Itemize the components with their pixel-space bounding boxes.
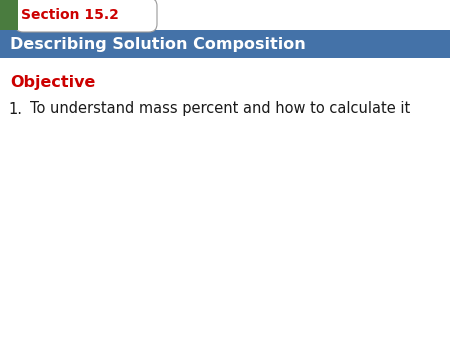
FancyBboxPatch shape xyxy=(15,0,157,32)
Bar xyxy=(0,30,450,58)
Text: Describing Solution Composition: Describing Solution Composition xyxy=(10,37,306,51)
Text: To understand mass percent and how to calculate it: To understand mass percent and how to ca… xyxy=(30,101,410,117)
Text: Objective: Objective xyxy=(10,74,95,90)
Bar xyxy=(17,0,29,30)
Text: Section 15.2: Section 15.2 xyxy=(21,8,119,22)
Bar xyxy=(0,0,18,30)
Text: 1.: 1. xyxy=(8,101,22,117)
